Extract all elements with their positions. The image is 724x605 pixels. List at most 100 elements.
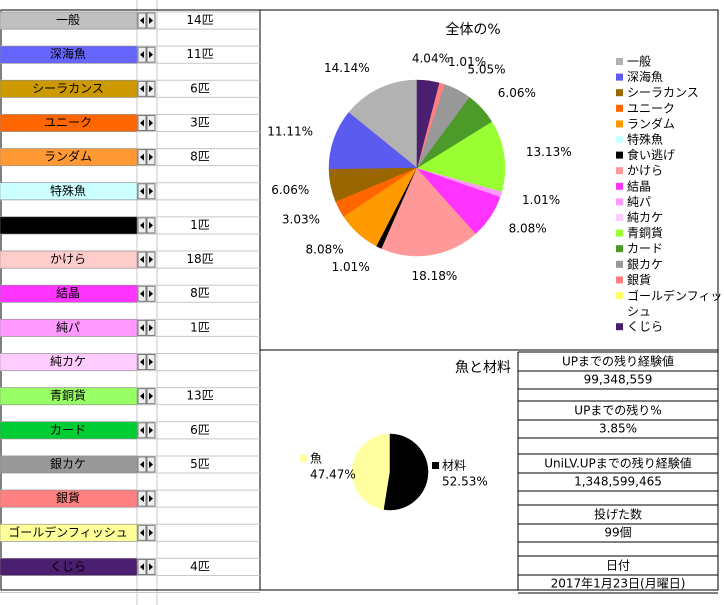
row-count: 3匹 [190,115,210,129]
row-count: 13匹 [186,389,213,403]
legend-swatch [616,58,623,65]
label-cell [0,148,138,166]
row-label: ゴールデンフィッシュ [8,524,127,539]
label-cell [0,250,138,269]
row-label: 一般 [56,12,80,27]
stat-value: 99,348,559 [584,373,653,387]
spinner-arrow [140,563,153,571]
pie-slice [381,167,477,257]
stat-value: 99個 [604,526,631,540]
legend-label: カード [627,242,663,256]
label-cell [0,455,138,474]
stat-label: UPまでの残り経験値 [562,354,674,369]
spinner-arrow [140,358,153,366]
row-count: 4匹 [190,559,210,573]
legend-label: 材料 [442,459,466,473]
row-label: 銀貨 [56,490,80,505]
pie-slice [416,121,506,192]
spinner-arrow [140,153,153,161]
legend-label: ユニーク [627,101,675,115]
row-label: 純パ [56,320,80,334]
label-cell [0,182,138,201]
legend-swatch [616,229,623,237]
legend-swatch [616,104,623,112]
spinner-arrow [140,290,153,298]
row-label: ユニーク [44,115,92,129]
legend-swatch [616,151,623,159]
slice-label: 1.01% [522,193,560,207]
slice-label: 5.05% [467,63,505,77]
slice-label: 6.06% [271,183,309,197]
row-label: カード [50,423,86,437]
row-label: 深海魚 [50,46,86,61]
stat-label: UPまでの残り% [574,404,661,418]
spinner-arrow [140,529,153,537]
legend-swatch [616,167,623,175]
label-cell [0,387,138,405]
legend-label: くじら [627,320,663,334]
spinner-arrow [140,495,153,503]
slice-label: 1.01% [332,260,370,274]
row-label: くじら [50,559,86,573]
spinner-arrow [140,392,153,400]
legend-label: シーラカンス [627,86,699,100]
legend-label: 深海魚 [627,69,663,84]
row-count: 6匹 [190,423,210,437]
slice-label: 6.06% [498,86,536,100]
row-label: 純カケ [50,355,86,369]
row-label: ランダム [44,149,92,164]
row-label: 結晶 [56,286,80,300]
legend-swatch [616,214,623,221]
legend-label: 結晶 [627,179,651,193]
row-count: 8匹 [190,286,210,300]
row-label: 食い逃げ [44,217,92,232]
row-label: 青銅貨 [50,388,86,403]
row-count: 14匹 [186,13,213,27]
legend-label: 銀カケ [627,257,663,271]
slice-label: 4.04% [412,51,450,65]
legend-label: 純カケ [627,211,663,225]
row-label: 特殊魚 [50,183,86,198]
legend-swatch [616,182,623,190]
row-count: 6匹 [190,81,210,95]
row-count: 5匹 [190,457,210,471]
legend-swatch [616,245,623,253]
slice-label: 13.13% [526,145,572,159]
slice-label: 8.08% [306,242,344,256]
row-label: 銀カケ [50,457,86,471]
spinner-arrow [140,17,153,24]
row-count: 11匹 [186,47,213,61]
label-cell [0,11,138,30]
spinner-arrow [140,256,153,264]
legend-swatch [616,89,623,97]
label-cell [0,114,138,132]
slice-label: 11.11% [267,125,313,139]
legend-label: 純パ [627,195,651,209]
row-count: 8匹 [190,150,210,164]
legend-swatch [432,462,439,469]
slice-label: 8.08% [509,221,547,235]
label-cell [0,489,138,508]
label-cell [0,80,138,98]
spinner-arrow [140,460,153,468]
legend-swatch [616,292,623,299]
label-cell [0,45,138,64]
spinner-arrow [140,324,153,332]
legend-swatch [616,120,623,128]
legend-label: かけら [627,164,663,178]
slice-label: 3.03% [282,212,320,226]
spinner-arrow [140,51,153,59]
row-label: シーラカンス [32,81,104,95]
legend-label: ランダム [627,116,675,131]
stat-value: 2017年1月23日(月曜日) [551,577,686,591]
label-cell [0,353,138,371]
slice-label: 14.14% [324,61,370,75]
label-cell [0,421,138,440]
pie-slice [383,433,429,511]
legend-swatch [616,260,623,268]
slice-label: 18.18% [411,269,457,283]
pie-slice [351,433,391,510]
legend-swatch [616,198,623,206]
row-count: 1匹 [190,320,210,334]
